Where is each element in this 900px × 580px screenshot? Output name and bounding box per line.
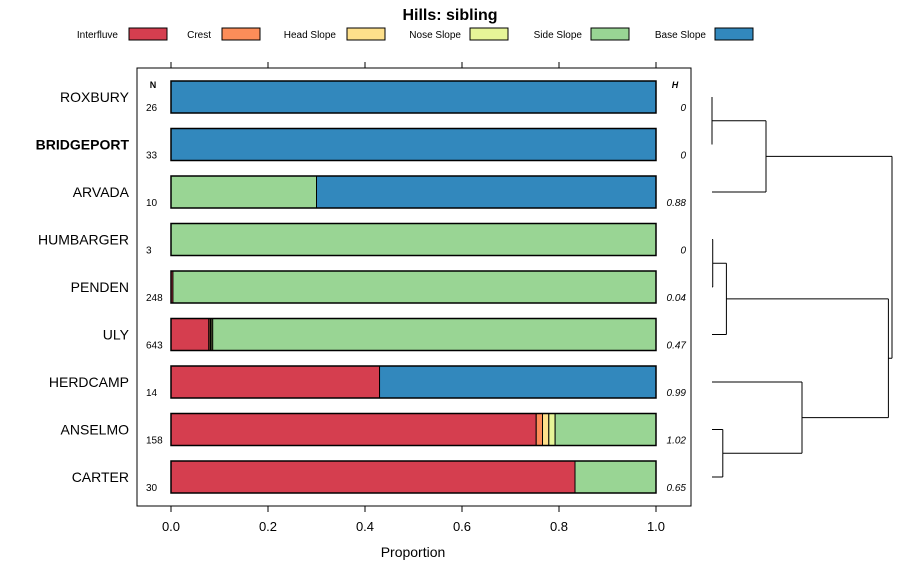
n-value: 14 [146,388,158,399]
row-anselmo: ANSELMO 158 1.02 [61,412,687,447]
bar-segment-crest [535,413,544,446]
legend-label-side-slope: Side Slope [534,30,583,41]
row-label: CARTER [72,469,129,485]
bar-segment-base-slope [170,128,657,161]
row-label: HUMBARGER [38,232,129,248]
row-carter: CARTER 30 0.65 [72,460,687,494]
legend-swatch-base-slope [714,27,754,41]
bar-segment-side-slope [554,413,657,446]
x-axis-label: Proportion [381,544,446,560]
row-penden: PENDEN 248 0.04 [71,270,687,304]
h-value: 0 [680,151,686,162]
bar-segment-base-slope [379,365,657,399]
x-tick-label: 0.6 [453,519,471,534]
bar-segment-nose-slope [548,413,556,446]
row-roxbury: ROXBURY 26 0 [60,80,686,114]
row-bridgeport: BRIDGEPORT 33 0 [36,127,686,162]
bar-segment-interfluve [170,413,537,446]
legend-swatch-head-slope [346,27,386,41]
legend-swatch-interfluve [128,27,168,41]
legend-label-base-slope: Base Slope [655,30,707,41]
n-column-header: N [150,80,157,90]
bar-segment-interfluve [170,365,381,399]
legend-label-crest: Crest [187,30,211,41]
h-value: 0.88 [667,198,687,209]
row-label: ARVADA [73,184,130,200]
bar-outline [170,80,657,114]
row-label: ROXBURY [60,89,130,105]
row-uly: ULY 643 0.47 [103,317,687,352]
legend-label-head-slope: Head Slope [284,30,337,41]
bar-segment-interfluve [170,460,576,494]
n-value: 30 [146,483,158,494]
bar-segment-head-slope [542,413,550,446]
legend-swatch-side-slope [590,27,630,41]
dendrogram [711,97,893,478]
chart-title: Hills: sibling [402,7,497,24]
h-value: 0.99 [667,388,687,399]
bar-outline [170,317,657,352]
legend-swatch-nose-slope [469,27,509,41]
bar-outline [170,412,657,447]
h-value: 1.02 [667,436,687,447]
row-label: BRIDGEPORT [36,137,130,153]
h-value: 0 [680,246,686,257]
legend-label-interfluve: Interfluve [77,30,119,41]
x-tick-label: 0.8 [550,519,568,534]
n-value: 643 [146,341,163,352]
bar-segment-base-slope [170,80,657,114]
row-herdcamp: HERDCAMP 14 0.99 [49,365,687,399]
n-value: 3 [146,246,152,257]
n-value: 158 [146,436,163,447]
x-tick-label: 0.4 [356,519,374,534]
x-axis: 0.0 0.2 0.4 0.6 0.8 1.0 [162,506,665,534]
legend-label-nose-slope: Nose Slope [409,30,461,41]
plot-frame [136,67,692,507]
h-value: 0.47 [667,341,687,352]
h-column-header: H [672,80,679,90]
bar-outline [170,365,657,399]
h-value: 0.04 [667,293,687,304]
bar-segment-side-slope [212,318,657,351]
bar-segment-side-slope [170,175,317,209]
bar-segment-interfluve [170,318,210,351]
row-arvada: ARVADA 10 0.88 [73,175,687,209]
row-label: HERDCAMP [49,374,129,390]
bar-outline [170,460,657,494]
legend-swatch-crest [221,27,261,41]
bar-segment-side-slope [170,223,657,256]
h-value: 0 [680,103,686,114]
legend: Interfluve Crest Head Slope Nose Slope Side … [77,27,754,41]
x-tick-label: 0.2 [259,519,277,534]
h-value: 0.65 [667,483,687,494]
row-label: PENDEN [71,279,129,295]
bar-segment-side-slope [574,460,657,494]
n-value: 33 [146,151,158,162]
x-tick-label: 1.0 [647,519,665,534]
row-label: ULY [103,327,130,343]
row-humbarger: HUMBARGER 3 0 [38,222,686,257]
bar-outline [170,270,657,304]
bar-segment-base-slope [316,175,657,209]
bar-outline [170,222,657,257]
bar-outline [170,175,657,209]
bar-outline [170,127,657,162]
top-axis-ticks [170,62,657,68]
bar-segment-side-slope [172,270,657,304]
row-label: ANSELMO [61,422,130,438]
n-value: 10 [146,198,158,209]
x-tick-label: 0.0 [162,519,180,534]
n-value: 26 [146,103,158,114]
n-value: 248 [146,293,163,304]
